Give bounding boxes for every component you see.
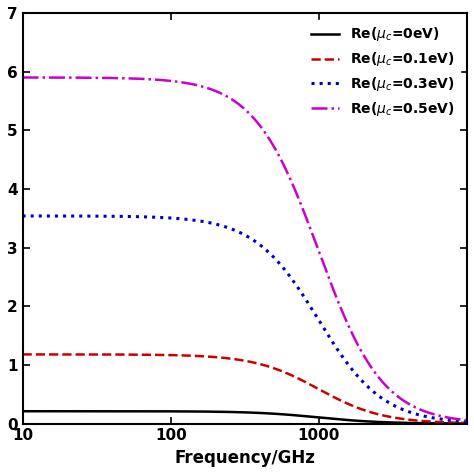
Line: Re($\mu_c$=0eV): Re($\mu_c$=0eV): [23, 411, 467, 423]
Re($\mu_c$=0eV): [210, 409, 215, 414]
Legend: Re($\mu_c$=0eV), Re($\mu_c$=0.1eV), Re($\mu_c$=0.3eV), Re($\mu_c$=0.5eV): Re($\mu_c$=0eV), Re($\mu_c$=0.1eV), Re($…: [306, 20, 460, 124]
Re($\mu_c$=0.3eV): [20, 213, 26, 219]
X-axis label: Frequency/GHz: Frequency/GHz: [174, 449, 315, 467]
Re($\mu_c$=0eV): [190, 409, 196, 414]
Re($\mu_c$=0.5eV): [408, 402, 413, 408]
Line: Re($\mu_c$=0.1eV): Re($\mu_c$=0.1eV): [23, 355, 467, 423]
Re($\mu_c$=0eV): [97, 409, 102, 414]
Re($\mu_c$=0eV): [71, 409, 76, 414]
Re($\mu_c$=0eV): [456, 420, 461, 426]
Re($\mu_c$=0.3eV): [97, 213, 102, 219]
Re($\mu_c$=0.3eV): [210, 220, 215, 226]
Re($\mu_c$=0.3eV): [408, 410, 413, 415]
Re($\mu_c$=0eV): [464, 420, 470, 426]
Re($\mu_c$=0.5eV): [456, 416, 461, 422]
Re($\mu_c$=0.1eV): [190, 353, 196, 359]
Re($\mu_c$=0.5eV): [464, 418, 470, 423]
Re($\mu_c$=0eV): [20, 409, 26, 414]
Re($\mu_c$=0.5eV): [210, 87, 215, 92]
Re($\mu_c$=0.5eV): [71, 75, 76, 81]
Re($\mu_c$=0.5eV): [190, 82, 196, 87]
Re($\mu_c$=0.1eV): [210, 354, 215, 360]
Re($\mu_c$=0.1eV): [97, 352, 102, 357]
Re($\mu_c$=0eV): [408, 420, 413, 426]
Line: Re($\mu_c$=0.3eV): Re($\mu_c$=0.3eV): [23, 216, 467, 421]
Re($\mu_c$=0.3eV): [456, 418, 461, 424]
Re($\mu_c$=0.1eV): [456, 420, 461, 426]
Re($\mu_c$=0.5eV): [97, 75, 102, 81]
Re($\mu_c$=0.1eV): [408, 417, 413, 423]
Re($\mu_c$=0.1eV): [71, 352, 76, 357]
Re($\mu_c$=0.3eV): [190, 217, 196, 223]
Re($\mu_c$=0.3eV): [71, 213, 76, 219]
Re($\mu_c$=0.1eV): [20, 352, 26, 357]
Re($\mu_c$=0.3eV): [464, 419, 470, 424]
Re($\mu_c$=0.5eV): [20, 74, 26, 80]
Re($\mu_c$=0.1eV): [464, 420, 470, 426]
Line: Re($\mu_c$=0.5eV): Re($\mu_c$=0.5eV): [23, 77, 467, 420]
